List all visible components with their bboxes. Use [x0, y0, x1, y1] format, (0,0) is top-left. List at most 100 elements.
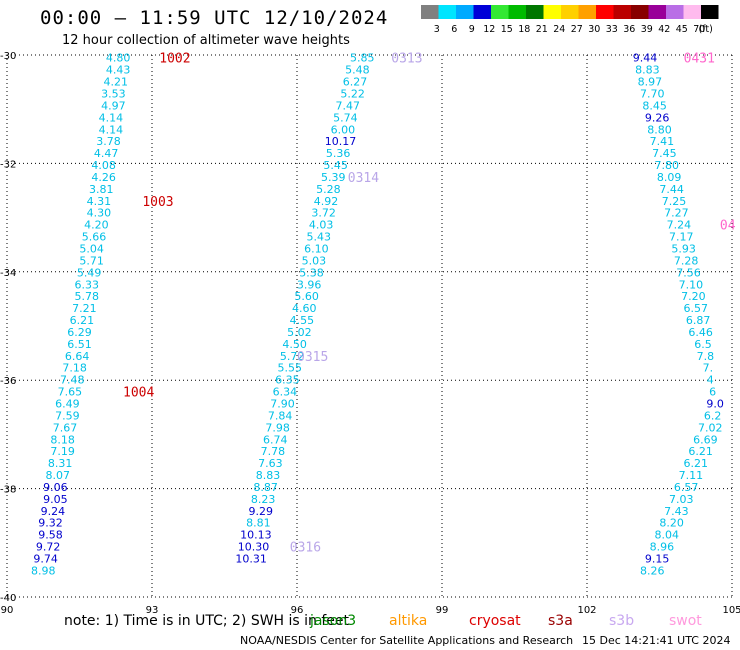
wave-height-label: 6.69	[693, 433, 718, 446]
wave-height-label: 8.26	[640, 564, 665, 577]
colorbar-swatch	[578, 5, 596, 19]
wave-height-label: 4.03	[309, 219, 334, 232]
satellite-legend: jason3 altika cryosat s3a s3b swot	[0, 613, 740, 631]
wave-height-label: 4.26	[91, 171, 116, 184]
wave-height-label: 5.85	[350, 52, 375, 65]
pass-time-label: 04	[720, 219, 736, 234]
wave-height-label: 8.31	[48, 457, 73, 470]
colorbar-label: 12	[483, 24, 495, 35]
colorbar-legend: 3 6 9 12 15 18 21 24 27 30 33 36 39 42 45 70(ft)	[421, 5, 719, 35]
credit-text: NOAA/NESDIS Center for Satellite Applica…	[240, 634, 574, 647]
wave-height-label: 4.14	[99, 111, 124, 124]
wave-height-label: 5.04	[79, 242, 104, 255]
pass-time-label: 0316	[290, 541, 321, 556]
wave-height-label: 9.15	[645, 553, 670, 566]
wave-height-label: 7.48	[60, 374, 85, 387]
wave-height-label: 5.36	[326, 147, 351, 160]
wave-height-label: 5.55	[278, 362, 303, 375]
lat-tick-label: -40	[0, 593, 16, 604]
wave-height-label: 4.97	[101, 99, 126, 112]
lon-tick-label: 102	[577, 605, 596, 616]
wave-height-label: 5.02	[287, 326, 312, 339]
satellite-jason3: jason3	[310, 613, 357, 629]
wave-height-label: 6.21	[684, 457, 709, 470]
wave-height-label: 7.21	[72, 302, 97, 315]
wave-height-label: 6.29	[67, 326, 92, 339]
map-title: 00:00 – 11:59 UTC 12/10/2024	[40, 7, 389, 29]
wave-height-label: 8.83	[635, 64, 660, 77]
wave-height-label: 7.78	[261, 445, 286, 458]
wave-height-label: 6.33	[75, 278, 100, 291]
wave-height-label: 7.98	[265, 421, 290, 434]
wave-height-label: 9.44	[633, 52, 658, 65]
colorbar-label: 15	[501, 24, 513, 35]
wave-height-label: 8.80	[647, 123, 672, 136]
note-text: note: 1) Time is in UTC; 2) SWH is in fe…	[64, 613, 350, 629]
colorbar-swatch	[508, 5, 526, 19]
wave-height-label: 8.04	[655, 529, 680, 542]
wave-height-label: 7.	[703, 362, 714, 375]
wave-height-label: 5.39	[321, 171, 346, 184]
wave-height-label: 4.92	[314, 195, 339, 208]
wave-height-label: 9.74	[33, 553, 58, 566]
wave-height-label: 7.17	[669, 231, 694, 244]
colorbar-label: 42	[658, 24, 670, 35]
wave-height-label: 9.29	[249, 505, 274, 518]
wave-height-label: 5.60	[294, 290, 319, 303]
lat-tick-label: -34	[0, 268, 16, 279]
wave-height-label: 7.80	[655, 159, 680, 172]
wave-height-label: 6.35	[275, 374, 300, 387]
wave-height-label: 6.2	[704, 409, 722, 422]
wave-height-label: 5.93	[671, 242, 696, 255]
wave-height-label: 6.64	[65, 350, 90, 363]
wave-height-label: 9.32	[38, 517, 63, 530]
colorbar-swatch	[596, 5, 614, 19]
lat-tick-label: -36	[0, 376, 16, 387]
wave-height-label: 5.45	[323, 159, 348, 172]
satellite-altika: altika	[389, 613, 428, 629]
wave-height-label: 7.41	[650, 135, 675, 148]
colorbar-label: 33	[606, 24, 618, 35]
pass-time-label: 1004	[123, 386, 154, 401]
satellite-swot: swot	[669, 613, 702, 629]
wave-height-label: 7.18	[62, 362, 87, 375]
wave-height-label: 5.49	[77, 266, 102, 279]
wave-height-label: 6.34	[273, 386, 298, 399]
colorbar-swatch	[543, 5, 561, 19]
wave-height-label: 7.03	[669, 493, 694, 506]
wave-height-label: 6.10	[304, 242, 329, 255]
track-jason3-central: 5.855.486.275.227.475.746.0010.175.365.4…	[235, 52, 374, 566]
wave-height-label: 4.60	[292, 302, 317, 315]
wave-height-label: 8.96	[650, 541, 675, 554]
lon-tick-label: 105	[722, 605, 740, 616]
wave-height-label: 5.28	[316, 183, 341, 196]
wave-height-label: 4.31	[87, 195, 112, 208]
satellite-cryosat: cryosat	[469, 613, 521, 629]
colorbar-unit: (ft)	[699, 24, 713, 35]
pass-time-label: 0431	[684, 52, 715, 67]
colorbar-label: 6	[451, 24, 457, 35]
wave-height-label: 4.20	[84, 219, 109, 232]
colorbar-label: 27	[571, 24, 583, 35]
wave-height-label: 8.97	[638, 76, 663, 89]
colorbar-label: 39	[641, 24, 653, 35]
timestamp-text: 15 Dec 14:21:41 UTC 2024	[582, 634, 731, 647]
wave-height-label: 9.24	[41, 505, 66, 518]
lon-tick-label: 93	[146, 605, 159, 616]
wave-height-label: 7.90	[270, 398, 295, 411]
colorbar-swatch	[438, 5, 456, 19]
wave-height-label: 7.44	[659, 183, 684, 196]
lat-tick-label: -30	[0, 51, 16, 62]
wave-height-label: 4.21	[104, 76, 129, 89]
pass-time-label: 1003	[142, 195, 173, 210]
colorbar-label: 3	[434, 24, 440, 35]
wave-height-label: 7.20	[681, 290, 706, 303]
wave-height-label: 5.78	[75, 290, 100, 303]
wave-height-label: 6.74	[263, 433, 288, 446]
wave-height-label: 5.03	[302, 254, 327, 267]
wave-height-label: 8.07	[46, 469, 71, 482]
wave-height-label: 9.26	[645, 111, 670, 124]
wave-height-label: 7.02	[698, 421, 723, 434]
wave-height-label: 3.81	[89, 183, 114, 196]
